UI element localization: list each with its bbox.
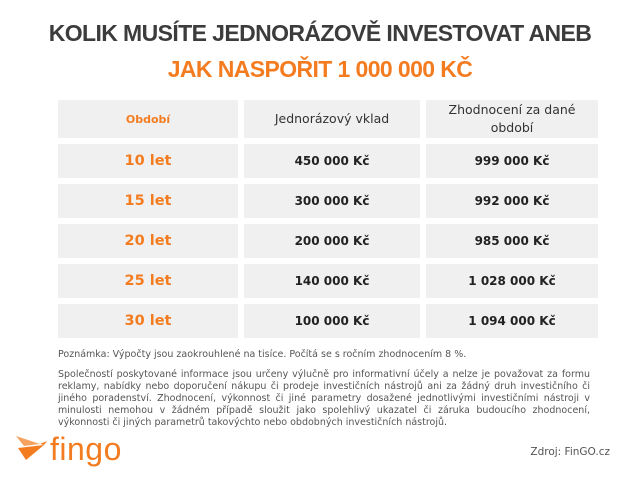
page-subtitle: JAK NASPOŘIT 1 000 000 KČ [167, 56, 473, 82]
fingo-bird-icon [14, 432, 48, 466]
logo-text: fingo [50, 431, 122, 467]
fingo-logo: fingo [14, 432, 122, 466]
deposit-cell: 200 000 Kč [244, 224, 420, 258]
period-cell: 15 let [58, 184, 238, 218]
result-cell: 1 028 000 Kč [426, 264, 598, 298]
period-cell: 30 let [58, 304, 238, 338]
table-row: 25 let 140 000 Kč 1 028 000 Kč [58, 264, 598, 298]
table-row: 30 let 100 000 Kč 1 094 000 Kč [58, 304, 598, 338]
header-deposit: Jednorázový vklad [244, 100, 420, 138]
period-cell: 10 let [58, 144, 238, 178]
table-row: 20 let 200 000 Kč 985 000 Kč [58, 224, 598, 258]
deposit-cell: 300 000 Kč [244, 184, 420, 218]
deposit-cell: 140 000 Kč [244, 264, 420, 298]
period-cell: 20 let [58, 224, 238, 258]
result-cell: 992 000 Kč [426, 184, 598, 218]
result-cell: 985 000 Kč [426, 224, 598, 258]
deposit-cell: 100 000 Kč [244, 304, 420, 338]
investment-table: Období Jednorázový vklad Zhodnocení za d… [58, 100, 598, 344]
result-cell: 1 094 000 Kč [426, 304, 598, 338]
result-cell: 999 000 Kč [426, 144, 598, 178]
calculation-note: Poznámka: Výpočty jsou zaokrouhlené na t… [58, 349, 467, 360]
header-result: Zhodnocení za dané období [426, 100, 598, 138]
header-period: Období [58, 100, 238, 138]
period-cell: 25 let [58, 264, 238, 298]
deposit-cell: 450 000 Kč [244, 144, 420, 178]
table-header-row: Období Jednorázový vklad Zhodnocení za d… [58, 100, 598, 138]
disclaimer-text: Společností poskytované informace jsou u… [58, 369, 590, 428]
source-credit: Zdroj: FinGO.cz [530, 446, 610, 458]
page-title: KOLIK MUSÍTE JEDNORÁZOVĚ INVESTOVAT ANEB [48, 20, 592, 46]
table-row: 15 let 300 000 Kč 992 000 Kč [58, 184, 598, 218]
table-row: 10 let 450 000 Kč 999 000 Kč [58, 144, 598, 178]
